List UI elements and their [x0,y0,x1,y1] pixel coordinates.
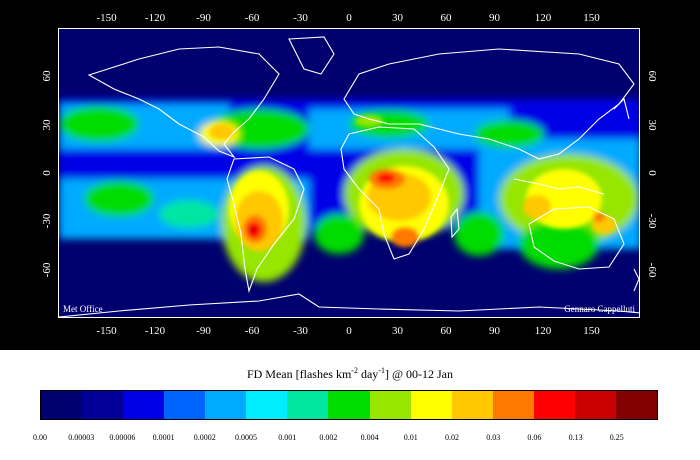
bottom-lon-label: 30 [392,325,403,337]
top-lon-label: 120 [534,12,552,24]
colorbar-label: 0.0001 [152,433,175,442]
colorbar-title: FD Mean [flashes km-2 day-1] @ 00-12 Jan [246,366,454,381]
top-lon-label: 0 [346,12,352,24]
top-lon-label: -60 [244,12,260,24]
bottom-lon-label: 90 [489,325,500,337]
colorbar-swatch [451,391,493,419]
colorbar-label: 0.01 [403,433,418,442]
right-lat-label: 0 [646,170,658,176]
bottom-lon-label: -150 [96,325,117,337]
colorbar-label: 0.03 [486,433,501,442]
flash-density-field [59,36,639,317]
colorbar-label: 0.001 [278,433,297,442]
colorbar-label: 0.06 [527,433,542,442]
top-lon-label: 60 [440,12,452,24]
colorbar-swatch [246,391,288,419]
bottom-lon-label: 150 [583,325,600,337]
left-lat-label: 0 [41,170,53,176]
top-lon-label: -30 [293,12,308,24]
credit-left: Met Office [63,304,103,314]
top-lon-label: 90 [489,12,500,24]
bottom-lon-label: -120 [144,325,166,337]
colorbar [40,390,658,420]
bottom-lon-label: -30 [293,325,308,337]
bottom-lon-label: 0 [346,325,352,337]
top-lon-label: 150 [583,12,600,24]
right-lat-label: 30 [646,119,658,131]
colorbar-label: 0.00 [33,433,47,442]
left-lat-label: 60 [41,70,53,82]
bottom-lon-label: 60 [440,325,452,337]
left-lat-label: -60 [41,262,53,277]
colorbar-swatch [205,391,247,419]
top-lon-label: 30 [392,12,403,24]
right-lat-label: -60 [646,262,658,277]
colorbar-label: 0.13 [568,433,583,442]
bottom-lon-label: 120 [534,325,552,337]
left-lat-label: -30 [41,213,53,229]
top-lon-label: -120 [144,12,166,24]
bottom-lon-label: -60 [244,325,260,337]
colorbar-swatch [41,391,83,419]
credit-right: Gennaro Cappelluti [564,304,635,314]
lightning-map: Met Office Gennaro Cappelluti [58,28,640,318]
colorbar-label: 0.25 [609,433,624,442]
colorbar-swatch [533,391,575,419]
right-lat-label: 60 [646,70,658,82]
colorbar-swatch [123,391,165,419]
colorbar-swatch [164,391,206,419]
top-lon-label: -90 [196,12,211,24]
coastlines [59,36,639,317]
colorbar-label: 0.002 [319,433,338,442]
colorbar-label: 0.00006 [109,433,136,442]
colorbar-swatch [82,391,124,419]
colorbar-label: 0.0002 [193,433,216,442]
colorbar-label: 0.004 [360,433,379,442]
bottom-lon-label: -90 [196,325,211,337]
colorbar-swatch [369,391,411,419]
colorbar-swatch [492,391,534,419]
colorbar-swatch [615,391,657,419]
colorbar-label: 0.02 [445,433,459,442]
right-lat-label: -30 [646,213,658,229]
colorbar-swatch [328,391,370,419]
colorbar-label: 0.0005 [235,433,257,442]
left-lat-label: 30 [41,119,53,131]
colorbar-label: 0.00003 [68,433,95,442]
colorbar-swatch [410,391,452,419]
top-lon-label: -150 [96,12,117,24]
colorbar-swatch [287,391,329,419]
colorbar-swatch [574,391,616,419]
